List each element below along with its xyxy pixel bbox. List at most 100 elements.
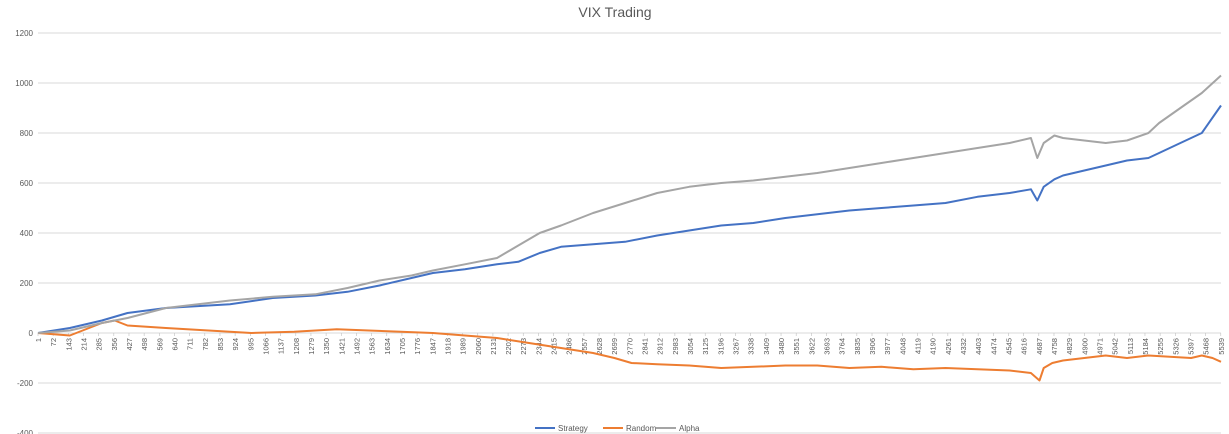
x-tick-label: 1492 [352,338,361,355]
y-tick-label: 600 [20,179,34,188]
x-tick-label: 3622 [807,338,816,355]
x-tick-label: 853 [216,338,225,351]
x-tick-label: 2770 [625,338,634,355]
x-tick-label: 1279 [307,338,316,355]
x-tick-label: 4119 [914,338,923,354]
series-line-random [37,319,1222,382]
x-tick-label: 3977 [883,338,892,355]
x-tick-label: 2912 [656,338,665,355]
x-tick-label: 2841 [641,338,650,355]
x-tick-label: 2486 [565,338,574,355]
x-tick-label: 3054 [686,338,695,355]
x-tick-label: 5468 [1202,338,1211,355]
x-axis-ticks: 1 72 143 214 285 356 427 498 569 640 711 782 853 924 9… [34,333,1226,355]
legend-label: Random [626,424,657,433]
legend-label: Strategy [558,424,588,433]
y-tick-label: 400 [20,229,34,238]
series-line-alpha [37,74,1222,334]
x-tick-label: 3480 [777,338,786,355]
y-tick-label: 800 [20,129,34,138]
x-tick-label: 1634 [383,338,392,355]
y-axis-ticks: -400 -200 0 200 400 600 800 1000 1200 [15,29,33,434]
x-tick-label: 640 [170,338,179,351]
x-tick-label: 2344 [534,338,543,355]
x-tick-label: 1421 [337,338,346,355]
gridlines [38,32,1221,434]
x-tick-label: 4048 [898,338,907,355]
legend-label: Alpha [679,424,700,433]
x-tick-label: 5539 [1217,338,1226,355]
x-tick-label: 4758 [1050,338,1059,355]
x-tick-label: 4900 [1080,338,1089,355]
x-tick-label: 4616 [1020,338,1029,355]
x-tick-label: 3764 [838,338,847,355]
x-tick-label: 3409 [762,338,771,355]
x-tick-label: 72 [49,338,58,346]
x-tick-label: 4545 [1004,338,1013,355]
series-lines [37,74,1222,382]
x-tick-label: 5326 [1171,338,1180,355]
x-tick-label: 1 [34,338,43,342]
x-tick-label: 5184 [1141,338,1150,355]
x-tick-label: 782 [201,338,210,351]
x-tick-label: 5042 [1111,338,1120,355]
x-tick-label: 2131 [489,338,498,355]
x-tick-label: 4332 [959,338,968,355]
y-tick-label: -400 [17,429,34,434]
x-tick-label: 2699 [610,338,619,355]
x-tick-label: 285 [95,338,104,351]
x-tick-label: 5397 [1186,338,1195,355]
x-tick-label: 1989 [459,338,468,355]
x-tick-label: 427 [125,338,134,351]
x-tick-label: 569 [155,338,164,351]
x-tick-label: 1208 [292,338,301,355]
x-tick-label: 1776 [413,338,422,355]
x-tick-label: 1350 [322,338,331,355]
x-tick-label: 1705 [398,338,407,355]
x-tick-label: 143 [64,338,73,351]
x-tick-label: 3551 [792,338,801,355]
x-tick-label: 1066 [261,338,270,355]
x-tick-label: 3906 [868,338,877,355]
x-tick-label: 2202 [504,338,513,355]
x-tick-label: 4829 [1065,338,1074,355]
x-tick-label: 924 [231,338,240,351]
y-tick-label: 1000 [15,79,33,88]
x-tick-label: 4474 [989,338,998,355]
series-line-strategy [37,104,1222,334]
y-tick-label: 1200 [15,29,33,38]
x-tick-label: 3693 [823,338,832,355]
x-tick-label: 1563 [368,338,377,355]
y-tick-label: 200 [20,279,34,288]
x-tick-label: 995 [246,338,255,351]
x-tick-label: 498 [140,338,149,351]
chart-title: VIX Trading [578,4,651,20]
x-tick-label: 4403 [974,338,983,355]
x-tick-label: 2273 [519,338,528,355]
y-tick-label: -200 [17,379,34,388]
x-tick-label: 2557 [580,338,589,355]
x-tick-label: 1847 [428,338,437,355]
x-tick-label: 4687 [1035,338,1044,355]
x-tick-label: 4261 [944,338,953,355]
x-tick-label: 2628 [595,338,604,355]
x-tick-label: 4971 [1095,338,1104,355]
x-tick-label: 3196 [716,338,725,355]
x-tick-label: 3125 [701,338,710,355]
x-tick-label: 2060 [474,338,483,355]
x-tick-label: 1137 [277,338,286,354]
x-tick-label: 3338 [747,338,756,355]
x-tick-label: 711 [186,338,195,350]
x-tick-label: 3835 [853,338,862,355]
x-tick-label: 4190 [929,338,938,355]
y-tick-label: 0 [29,329,34,338]
x-tick-label: 1918 [443,338,452,355]
x-tick-label: 2983 [671,338,680,355]
x-tick-label: 356 [110,338,119,351]
x-tick-label: 5113 [1126,338,1135,354]
x-tick-label: 5255 [1156,338,1165,355]
x-tick-label: 3267 [732,338,741,355]
x-tick-label: 214 [79,338,88,351]
legend: Strategy Random Alpha [535,424,700,433]
